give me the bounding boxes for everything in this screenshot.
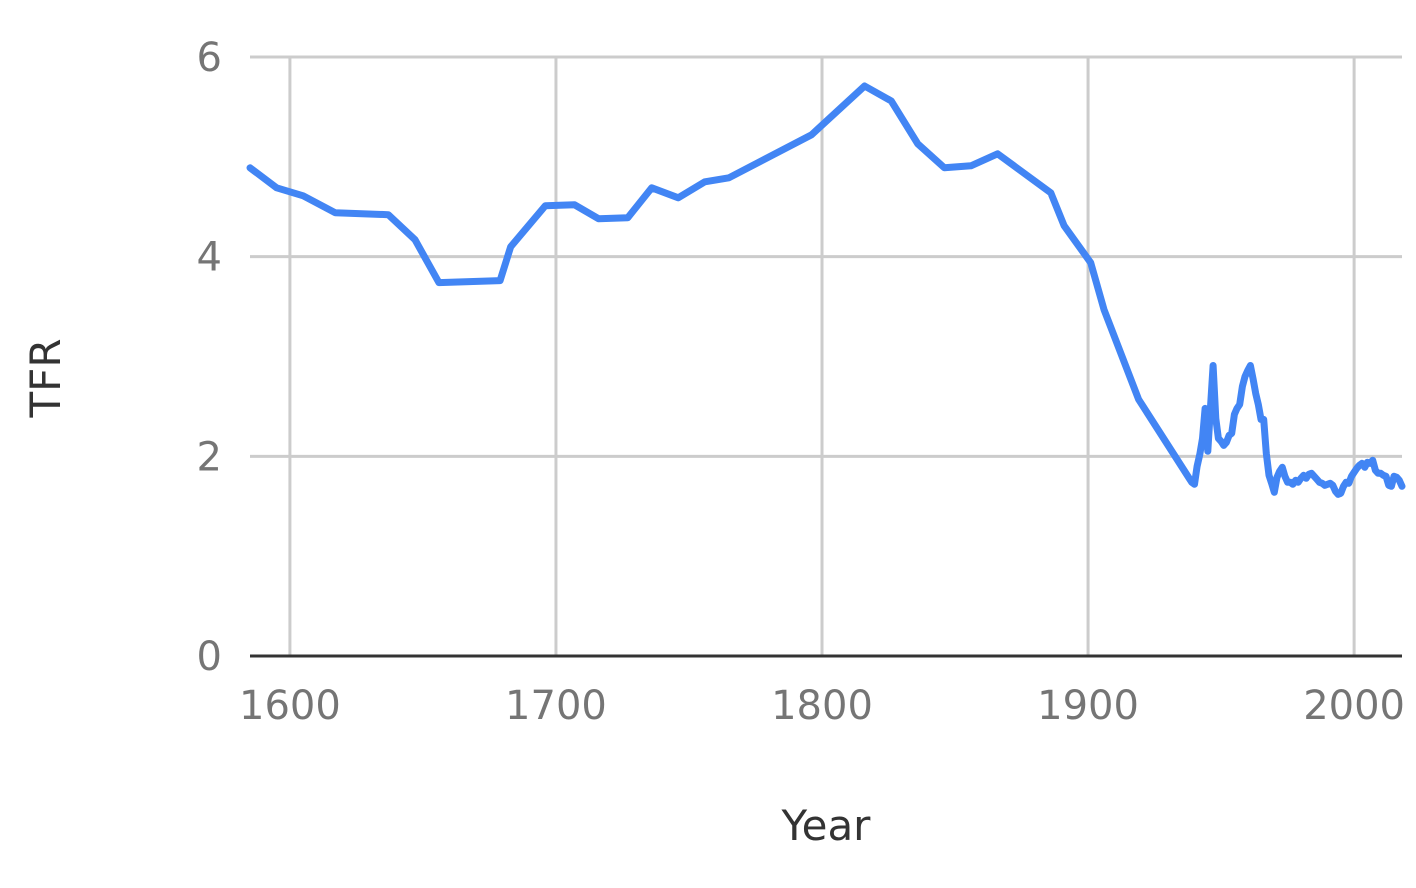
- x-tick-label: 1700: [505, 683, 607, 729]
- x-tick-label: 1600: [239, 683, 341, 729]
- y-tick-label: 2: [197, 434, 222, 480]
- y-axis-ticks: 0 2 4 6: [197, 35, 222, 680]
- y-axis-title: TFR: [21, 339, 70, 419]
- gridlines: [250, 55, 1402, 658]
- y-tick-label: 6: [197, 35, 222, 81]
- x-axis-ticks: 1600 1700 1800 1900 2000: [239, 683, 1405, 729]
- y-tick-label: 4: [197, 235, 222, 281]
- y-tick-label: 0: [197, 634, 222, 680]
- series-line: [246, 82, 1406, 498]
- x-tick-label: 2000: [1303, 683, 1405, 729]
- series-layer: [246, 82, 1406, 498]
- x-axis-title: Year: [781, 801, 872, 850]
- x-tick-label: 1800: [771, 683, 873, 729]
- x-tick-label: 1900: [1037, 683, 1139, 729]
